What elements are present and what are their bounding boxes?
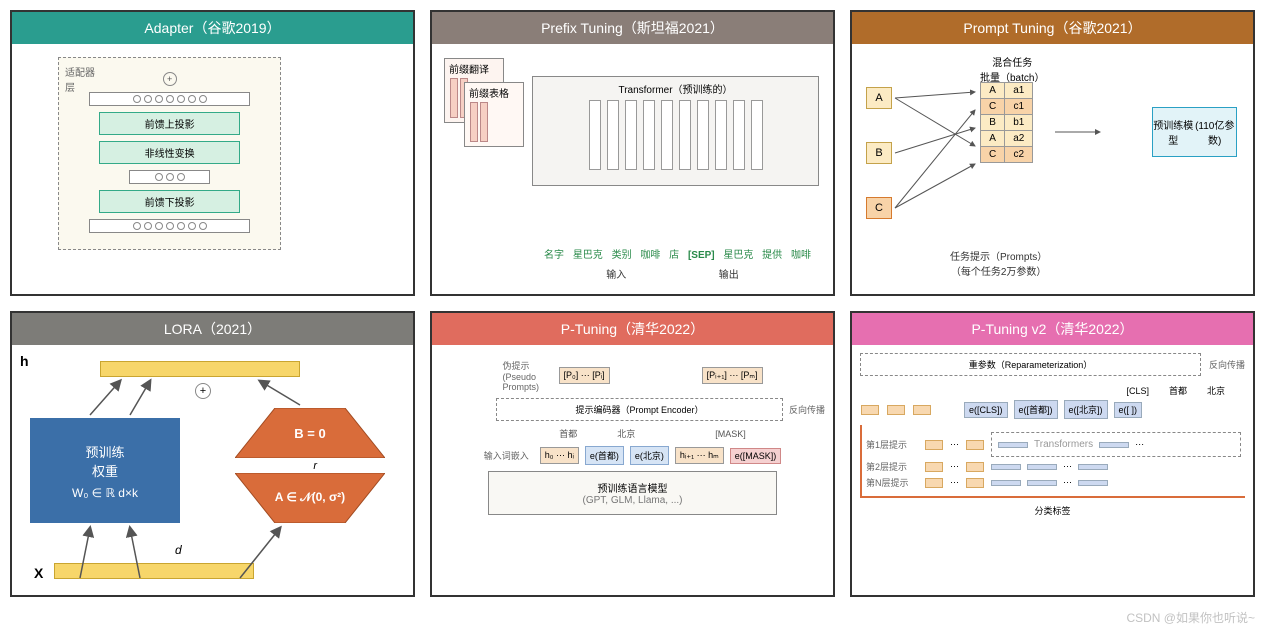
backprop-label: 反向传播 <box>1209 358 1245 371</box>
task-b: B <box>866 142 892 164</box>
arrow-to-model <box>1055 122 1105 142</box>
adapter-side-label: 适配器层 <box>65 64 95 94</box>
card-prefix-tuning: Prefix Tuning（斯坦福2021） 前缀翻译 前缀表格 Transfo… <box>430 10 835 296</box>
card-ptuning-v2-header: P-Tuning v2（清华2022） <box>852 313 1253 345</box>
prompt-encoder: 提示编码器（Prompt Encoder） <box>496 398 783 421</box>
task-c: C <box>866 197 892 219</box>
e-capital: e(首都) <box>585 446 624 465</box>
add-node-icon: + <box>163 72 177 86</box>
prompts-label: 任务提示（Prompts）（每个任务2万参数） <box>950 248 1047 278</box>
card-ptuning-v2: P-Tuning v2（清华2022） 重参数（Reparameterizati… <box>850 311 1255 597</box>
e-beijing: e(北京) <box>630 446 669 465</box>
layerN-label: 第N层提示 <box>866 476 918 489</box>
cards-grid: Adapter（谷歌2019） 适配器层 + 前馈上投影 非线性变换 前馈下投影… <box>10 10 1255 597</box>
io-labels: 输入输出 <box>560 266 785 281</box>
pseudo-prompts-label: 伪提示(PseudoPrompts) <box>503 359 553 392</box>
task-a: A <box>866 87 892 109</box>
layer2-label: 第2层提示 <box>866 460 918 473</box>
class-label: 分类标签 <box>860 504 1245 517</box>
card-adapter-body: 适配器层 + 前馈上投影 非线性变换 前馈下投影 <box>12 44 413 294</box>
transformers-block: Transformers⋯ <box>991 432 1241 457</box>
h-left: h₀ ⋯ hᵢ <box>540 447 579 464</box>
e-cls: e([CLS]) <box>964 402 1008 418</box>
card-lora-header: LORA（2021） <box>12 313 413 345</box>
backprop-label: 反向传播 <box>789 403 825 416</box>
card-ptuning: P-Tuning（清华2022） 伪提示(PseudoPrompts) [P₀]… <box>430 311 835 597</box>
card-lora: LORA（2021） h + 预训练 权重 W₀ ∈ ℝ d×k B = 0 r <box>10 311 415 597</box>
lora-arrows <box>20 353 410 603</box>
card-prompt-header: Prompt Tuning（谷歌2021） <box>852 12 1253 44</box>
embed-label: 输入词嵌入 <box>484 449 534 462</box>
pretrained-model-box: 预训练模型(110亿参数) <box>1152 107 1237 157</box>
adapter-dots-top <box>89 92 250 106</box>
ff-up-proj: 前馈上投影 <box>99 112 240 135</box>
card-adapter: Adapter（谷歌2019） 适配器层 + 前馈上投影 非线性变换 前馈下投影 <box>10 10 415 296</box>
prefix-table-box: 前缀表格 <box>464 82 524 147</box>
e-beijing: e([北京]) <box>1064 400 1108 419</box>
card-prefix-header: Prefix Tuning（斯坦福2021） <box>432 12 833 44</box>
adapter-dots-bottom <box>89 219 250 233</box>
card-ptuning-v2-body: 重参数（Reparameterization） 反向传播 [CLS]首都北京 e… <box>852 345 1253 595</box>
card-lora-body: h + 预训练 权重 W₀ ∈ ℝ d×k B = 0 r A ∈ 𝒩(0, σ… <box>12 345 413 595</box>
card-prompt-body: 混合任务批量（batch） A B C Aa1 Cc1 Bb1 Aa <box>852 44 1253 294</box>
card-ptuning-body: 伪提示(PseudoPrompts) [P₀] ⋯ [Pᵢ] [Pᵢ₊₁] ⋯ … <box>432 345 833 595</box>
mixed-task-label: 混合任务批量（batch） <box>980 54 1044 84</box>
nonlinear: 非线性变换 <box>99 141 240 164</box>
connection-lines <box>890 82 985 232</box>
adapter-dots-mid <box>129 170 210 184</box>
watermark: CSDN @如果你也听说~ <box>1126 609 1255 626</box>
e-mask: e([MASK]) <box>730 448 782 464</box>
p-left-box: [P₀] ⋯ [Pᵢ] <box>559 367 610 384</box>
e-blank: e([ ]) <box>1114 402 1143 418</box>
batch-table: Aa1 Cc1 Bb1 Aa2 Cc2 <box>980 82 1033 163</box>
layer1-label: 第1层提示 <box>866 438 918 451</box>
pretrained-lm: 预训练语言模型 (GPT, GLM, Llama, ...) <box>488 471 777 515</box>
p-right-box: [Pᵢ₊₁] ⋯ [Pₘ] <box>702 367 763 384</box>
e-capital: e([首都]) <box>1014 400 1058 419</box>
transformer-box: Transformer（预训练的） <box>532 76 819 186</box>
card-prefix-body: 前缀翻译 前缀表格 Transformer（预训练的） 名字 星巴克 类别 咖啡… <box>432 44 833 294</box>
adapter-container: 适配器层 + 前馈上投影 非线性变换 前馈下投影 <box>58 57 281 250</box>
card-prompt-tuning: Prompt Tuning（谷歌2021） 混合任务批量（batch） A B … <box>850 10 1255 296</box>
reparam-box: 重参数（Reparameterization） <box>860 353 1201 376</box>
token-row: 名字 星巴克 类别 咖啡 店 [SEP] 星巴克 提供 咖啡 <box>540 246 815 261</box>
card-adapter-header: Adapter（谷歌2019） <box>12 12 413 44</box>
card-ptuning-header: P-Tuning（清华2022） <box>432 313 833 345</box>
h-right: hᵢ₊₁ ⋯ hₘ <box>675 447 724 464</box>
ff-down-proj: 前馈下投影 <box>99 190 240 213</box>
